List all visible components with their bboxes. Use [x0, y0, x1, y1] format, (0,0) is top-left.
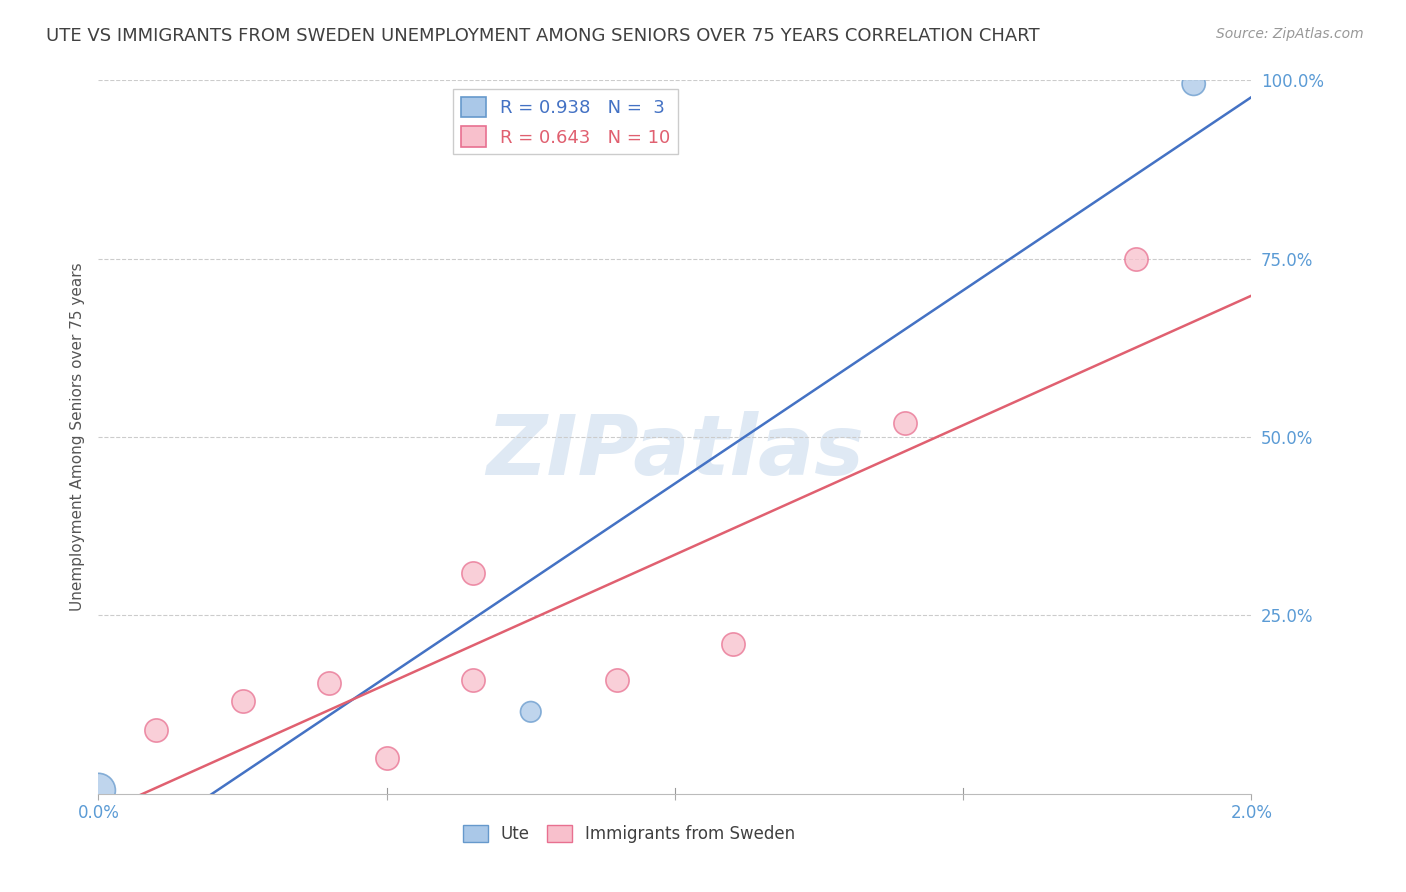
- Point: [318, 676, 340, 690]
- Point: [375, 751, 398, 765]
- Point: [145, 723, 167, 737]
- Text: Source: ZipAtlas.com: Source: ZipAtlas.com: [1216, 27, 1364, 41]
- Point: [461, 566, 484, 580]
- Text: UTE VS IMMIGRANTS FROM SWEDEN UNEMPLOYMENT AMONG SENIORS OVER 75 YEARS CORRELATI: UTE VS IMMIGRANTS FROM SWEDEN UNEMPLOYME…: [46, 27, 1040, 45]
- Point: [894, 416, 917, 430]
- Point: [721, 637, 744, 651]
- Point: [606, 673, 628, 687]
- Point: [87, 783, 110, 797]
- Y-axis label: Unemployment Among Seniors over 75 years: Unemployment Among Seniors over 75 years: [69, 263, 84, 611]
- Point: [520, 705, 543, 719]
- Point: [461, 673, 484, 687]
- Legend: R = 0.938   N =  3, R = 0.643   N = 10: R = 0.938 N = 3, R = 0.643 N = 10: [453, 89, 678, 154]
- Point: [1125, 252, 1147, 266]
- Text: ZIPatlas: ZIPatlas: [486, 411, 863, 491]
- Point: [231, 694, 254, 708]
- Point: [1182, 77, 1205, 91]
